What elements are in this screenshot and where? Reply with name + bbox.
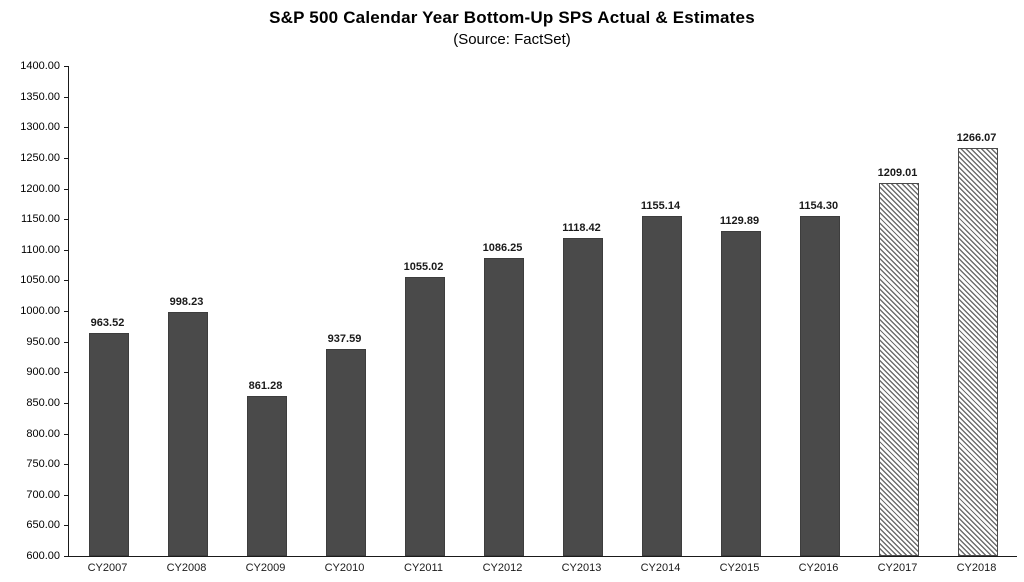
y-tick-label: 1150.00 [21,213,60,226]
x-tick-label: CY2007 [87,562,128,574]
x-tick-label: CY2016 [798,562,839,574]
chart-subtitle: (Source: FactSet) [453,31,571,48]
bar-value-label: 1209.01 [877,166,918,179]
y-tick-mark [64,556,68,557]
y-tick-mark [64,188,68,190]
bar [168,312,208,556]
y-tick-label: 1400.00 [20,60,60,72]
y-tick-mark [64,494,68,496]
bar-value-label: 1266.07 [956,132,997,145]
y-tick-mark [64,280,68,282]
y-tick-label: 900.00 [26,366,60,379]
x-tick-label: CY2009 [245,562,286,574]
y-tick-label: 750.00 [26,458,60,471]
x-tick-label: CY2011 [404,562,443,574]
bar-value-label: 937.59 [327,333,362,346]
y-tick-mark [64,249,68,251]
y-tick-label: 950.00 [26,335,60,348]
y-tick-mark [64,464,68,466]
y-tick-mark [64,96,68,98]
y-tick-label: 1050.00 [20,274,60,287]
bar-estimate [879,183,919,556]
bar [642,216,682,556]
bar-value-label: 963.52 [90,317,125,330]
y-tick-label: 1100.00 [21,243,60,256]
y-tick-mark [64,157,68,159]
y-tick-mark [64,525,68,527]
y-tick-label: 1350.00 [20,90,60,103]
bar [800,216,840,556]
y-tick-mark [64,372,68,374]
x-tick-label: CY2012 [482,562,523,574]
x-tick-label: CY2010 [324,562,365,574]
bar-value-label: 1155.14 [640,199,681,212]
x-tick-label: CY2017 [877,562,918,574]
bar [89,333,129,556]
y-tick-label: 1200.00 [20,182,60,195]
x-tick-label: CY2014 [640,562,681,574]
y-tick-label: 600.00 [26,550,60,562]
chart-title: S&P 500 Calendar Year Bottom-Up SPS Actu… [269,8,755,27]
y-tick-label: 700.00 [26,488,60,501]
y-tick-label: 1300.00 [20,121,60,134]
y-tick-label: 850.00 [26,396,60,409]
y-tick-mark [64,433,68,435]
bar-value-label: 1129.89 [719,215,760,228]
bar-value-label: 1055.02 [403,261,444,274]
bar [484,258,524,556]
bar-value-label: 861.28 [248,379,283,392]
bar [721,231,761,556]
bar [563,238,603,556]
y-tick-mark [64,219,68,221]
bar [405,277,445,556]
y-tick-mark [64,127,68,129]
bar-value-label: 1086.25 [482,242,523,255]
x-tick-label: CY2015 [719,562,760,574]
y-tick-mark [64,66,68,67]
y-tick-label: 1000.00 [20,305,60,317]
bar-estimate [958,148,998,556]
y-tick-label: 1250.00 [20,151,60,164]
y-tick-mark [64,402,68,404]
x-tick-label: CY2008 [166,562,207,574]
bar [326,349,366,556]
plot-area [68,66,1017,557]
x-tick-label: CY2013 [561,562,602,574]
bar-value-label: 1154.30 [798,200,839,213]
bar-value-label: 998.23 [169,296,204,309]
y-tick-mark [64,341,68,343]
x-tick-label: CY2018 [956,562,997,574]
y-tick-mark [64,311,68,312]
bar [247,396,287,556]
y-tick-label: 800.00 [26,427,60,440]
bar-value-label: 1118.42 [562,222,601,235]
y-tick-label: 650.00 [26,519,60,532]
